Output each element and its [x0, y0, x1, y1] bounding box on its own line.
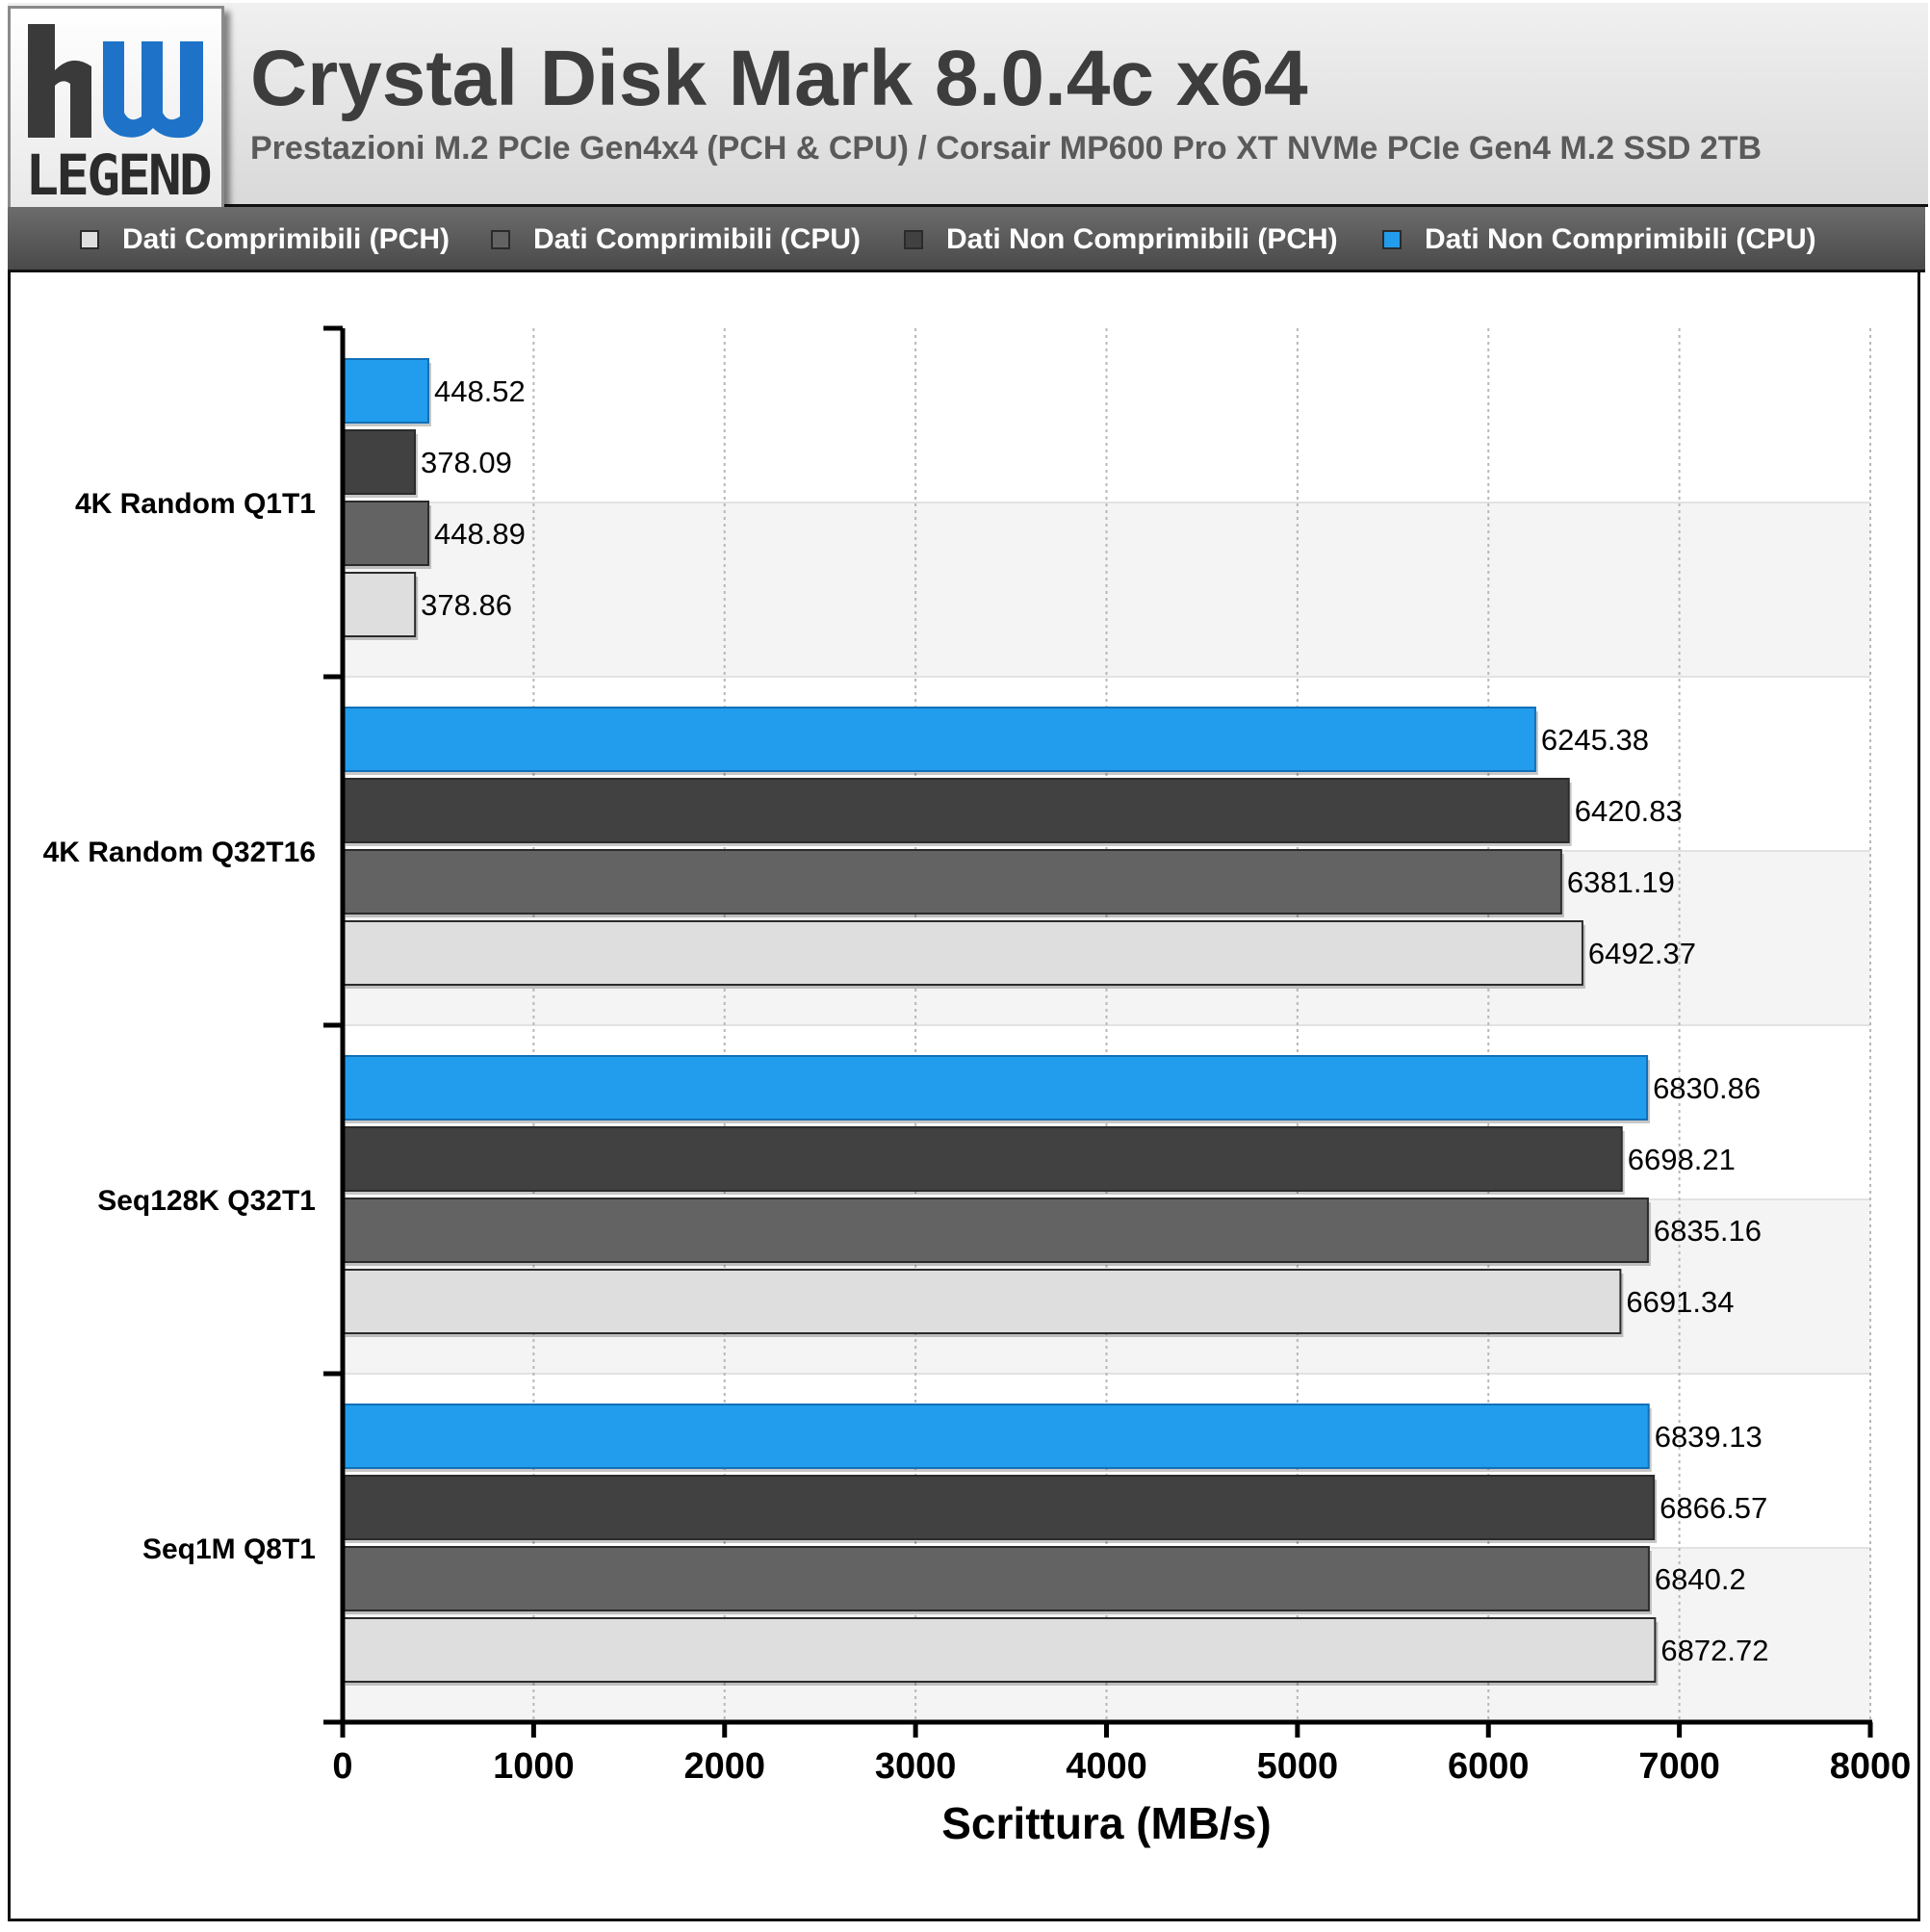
data-label: 6492.37: [1588, 937, 1696, 970]
category-label: Seq128K Q32T1: [97, 1185, 316, 1217]
data-label: 6840.2: [1655, 1562, 1746, 1596]
x-axis-title: Scrittura (MB/s): [941, 1798, 1271, 1848]
bar: [342, 1404, 1650, 1469]
legend-swatch: [491, 230, 510, 249]
bar: [342, 501, 430, 566]
bar: [342, 1055, 1649, 1121]
legend-swatch: [904, 230, 923, 249]
legend-label: Dati Non Comprimibili (PCH): [946, 223, 1338, 255]
bar: [342, 778, 1570, 843]
data-label: 378.09: [421, 446, 512, 479]
bar: [342, 1198, 1649, 1263]
chart-title: Crystal Disk Mark 8.0.4c x64: [250, 35, 1308, 122]
data-label: 378.86: [421, 588, 512, 622]
legend-item-non-comprimibili-cpu: Dati Non Comprimibili (CPU): [1382, 207, 1816, 272]
legend: Dati Comprimibili (PCH) Dati Comprimibil…: [8, 207, 1925, 272]
data-label: 6691.34: [1626, 1285, 1734, 1319]
bar: [342, 1475, 1656, 1540]
bar: [342, 572, 417, 637]
legend-swatch: [1382, 230, 1402, 249]
x-tick-label: 2000: [683, 1746, 765, 1787]
x-tick-label: 1000: [493, 1746, 575, 1787]
bar: [342, 849, 1562, 914]
category-label: 4K Random Q32T16: [43, 837, 316, 868]
x-tick-label: 4000: [1066, 1746, 1147, 1787]
legend-label: Dati Comprimibili (CPU): [533, 223, 862, 255]
data-label: 6839.13: [1655, 1420, 1763, 1454]
x-tick-label: 6000: [1448, 1746, 1530, 1787]
bar: [342, 358, 429, 424]
data-label: 6830.86: [1653, 1071, 1761, 1105]
bar: [342, 707, 1536, 772]
category-label: Seq1M Q8T1: [142, 1533, 316, 1565]
x-tick-label: 8000: [1830, 1746, 1912, 1787]
legend-item-comprimibili-pch: Dati Comprimibili (PCH): [80, 207, 450, 272]
bar: [342, 1546, 1650, 1611]
legend-swatch: [80, 230, 99, 249]
chart-header: Crystal Disk Mark 8.0.4c x64 Prestazioni…: [8, 3, 1928, 207]
x-tick-label: 0: [332, 1746, 352, 1787]
data-label: 6381.19: [1567, 865, 1675, 899]
data-label: 448.52: [434, 374, 526, 408]
bar: [342, 1269, 1622, 1334]
plot-background-stripe: [343, 502, 1870, 677]
bar: [342, 1617, 1657, 1683]
category-label: 4K Random Q1T1: [75, 488, 316, 520]
logo-mark-icon: [28, 24, 203, 139]
legend-label: Dati Comprimibili (PCH): [122, 223, 450, 255]
data-label: 6245.38: [1541, 723, 1649, 757]
x-tick-label: 3000: [875, 1746, 957, 1787]
data-label: 6698.21: [1628, 1143, 1736, 1176]
bar: [342, 1126, 1623, 1192]
data-label: 6872.72: [1660, 1634, 1768, 1667]
legend-item-non-comprimibili-pch: Dati Non Comprimibili (PCH): [904, 207, 1338, 272]
bar: [342, 429, 417, 495]
legend-item-comprimibili-cpu: Dati Comprimibili (CPU): [491, 207, 861, 272]
x-tick-label: 7000: [1638, 1746, 1720, 1787]
data-label: 6835.16: [1654, 1214, 1762, 1248]
plot-background-stripe: [343, 328, 1870, 502]
legend-label: Dati Non Comprimibili (CPU): [1425, 223, 1816, 255]
data-label: 448.89: [434, 517, 526, 551]
x-tick-label: 5000: [1257, 1746, 1339, 1787]
data-label: 6420.83: [1575, 794, 1683, 828]
data-label: 6866.57: [1660, 1491, 1767, 1525]
logo-text: LEGEND: [25, 142, 213, 208]
bar: [342, 920, 1583, 986]
chart-subtitle: Prestazioni M.2 PCIe Gen4x4 (PCH & CPU) …: [250, 130, 1763, 167]
